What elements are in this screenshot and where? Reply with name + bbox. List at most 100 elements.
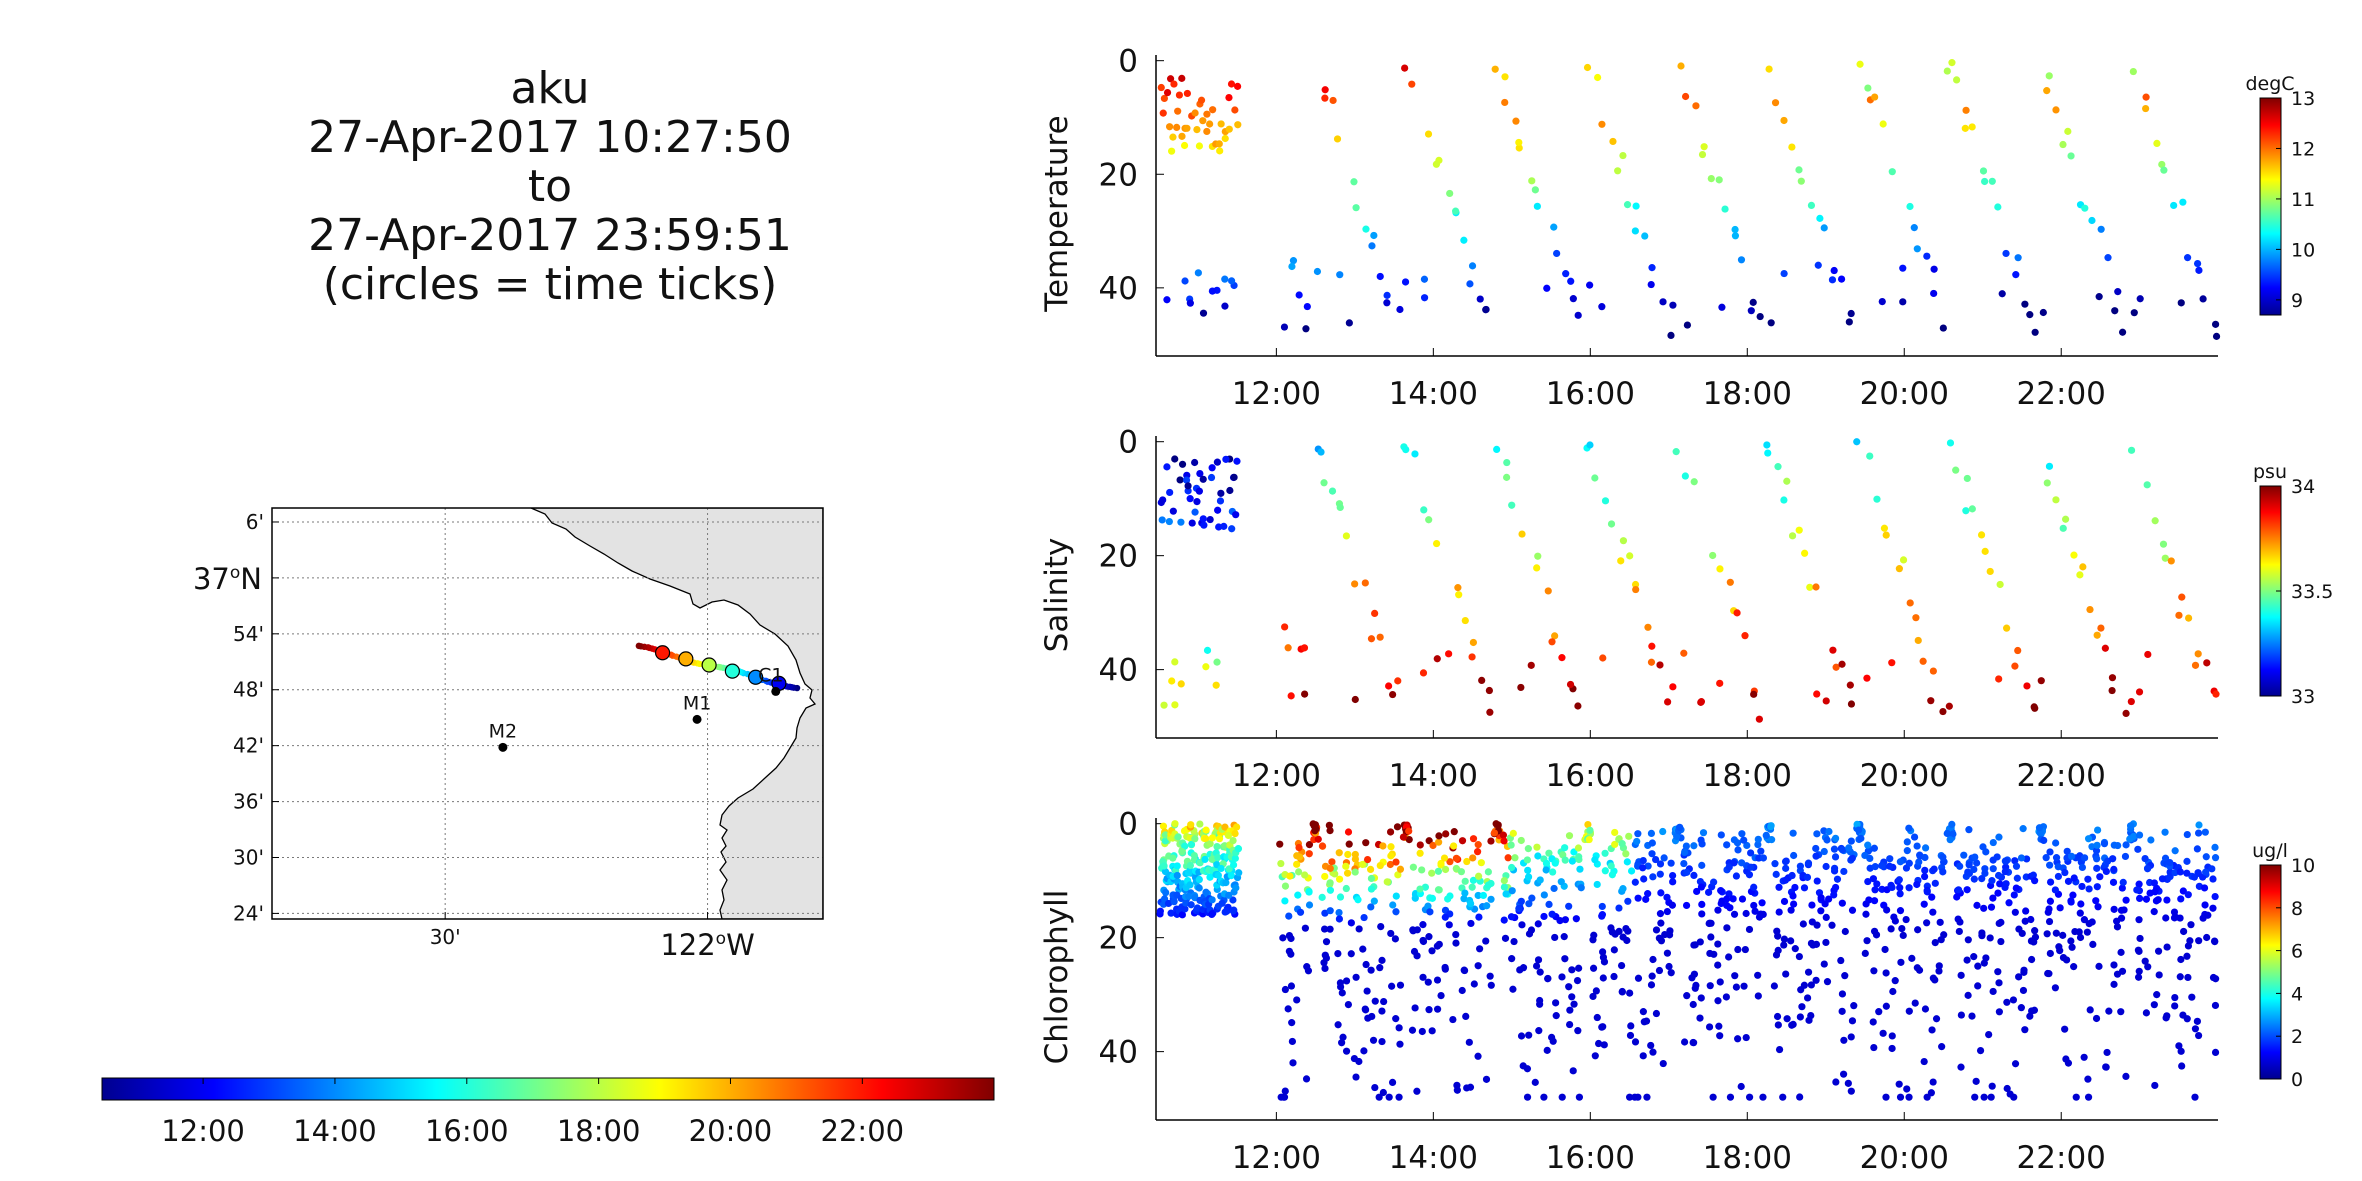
data-point [1618, 840, 1626, 848]
data-point [2104, 254, 2112, 262]
data-point [1163, 463, 1171, 471]
data-point [2208, 865, 2216, 873]
data-point [1469, 835, 1478, 843]
data-point [1847, 309, 1855, 318]
data-point [1812, 844, 1820, 853]
data-point [2151, 1081, 2159, 1090]
map-lat-tick-label: 24' [233, 901, 264, 925]
colorbar-tick-label: 33.5 [2291, 581, 2333, 603]
data-point [1441, 913, 1449, 921]
data-point [1813, 877, 1821, 885]
data-point [1838, 990, 1847, 998]
data-point [1181, 842, 1189, 850]
data-point [2009, 996, 2018, 1004]
data-point [2043, 930, 2051, 938]
data-point [1631, 580, 1640, 589]
data-point [2052, 929, 2060, 937]
data-point [2076, 933, 2085, 942]
colorbar-tick-label: 0 [2291, 1069, 2303, 1091]
data-point [1856, 60, 1864, 68]
data-point [1745, 1093, 1754, 1101]
data-point [1740, 982, 1748, 990]
data-point [1667, 969, 1675, 977]
data-point [2014, 254, 2022, 262]
data-point [1560, 933, 1568, 941]
data-point [1821, 900, 1829, 908]
data-point [1899, 931, 1907, 940]
data-point [1388, 1078, 1397, 1087]
data-point [1452, 854, 1461, 862]
data-point [1532, 962, 1541, 970]
data-point [1485, 686, 1493, 695]
data-point [1716, 565, 1724, 573]
data-point [1583, 63, 1592, 72]
data-point [1389, 901, 1397, 909]
data-point [1939, 853, 1947, 861]
data-point [1730, 859, 1738, 867]
data-point [1517, 897, 1525, 905]
data-point [2046, 848, 2054, 856]
data-point [1460, 236, 1468, 244]
data-point [1558, 654, 1566, 662]
data-point [1698, 861, 1706, 869]
data-point [1725, 953, 1733, 961]
data-point [1217, 489, 1225, 497]
data-point [1848, 854, 1856, 862]
data-point [2167, 557, 2175, 565]
data-point [1594, 73, 1602, 82]
data-point [1178, 132, 1186, 140]
data-point [1344, 850, 1352, 859]
data-point [2158, 875, 2167, 883]
data-point [1626, 989, 1634, 997]
data-point [1551, 632, 1559, 640]
data-point [1754, 840, 1762, 849]
data-point [2110, 905, 2118, 913]
data-point [2177, 299, 2185, 307]
data-point [2183, 1015, 2191, 1023]
data-point [1806, 583, 1814, 591]
data-point [1284, 1005, 1292, 1013]
data-point [1171, 455, 1179, 463]
x-tick-label: 16:00 [1546, 1140, 1635, 1176]
data-point [1647, 829, 1656, 838]
data-point [1420, 294, 1429, 302]
data-point [1690, 478, 1698, 486]
data-point [1594, 1039, 1603, 1048]
data-point [2170, 201, 2178, 210]
data-point [1845, 844, 1853, 852]
data-point [1225, 125, 1233, 133]
data-point [2046, 897, 2055, 905]
data-point [1294, 891, 1302, 899]
data-point [1487, 837, 1495, 845]
data-point [1780, 941, 1788, 949]
data-point [1386, 828, 1395, 836]
data-point [1828, 276, 1837, 284]
data-point [2154, 947, 2163, 955]
data-point [1424, 130, 1433, 138]
data-point [1726, 1093, 1735, 1101]
data-point [2212, 690, 2220, 698]
data-point [1413, 926, 1421, 934]
data-point [1561, 844, 1569, 852]
time-colorbar-ticks: 12:00 14:00 16:00 18:00 20:00 22:00 [161, 1078, 904, 1148]
time-colorbar-tick-label: 22:00 [821, 1114, 905, 1148]
data-point [1929, 1078, 1937, 1086]
data-point [1723, 895, 1731, 903]
data-point [1486, 972, 1494, 980]
data-point [1501, 73, 1509, 81]
data-point [1971, 1093, 1979, 1101]
data-point [1700, 143, 1708, 151]
data-point [1775, 1045, 1784, 1054]
data-point [2211, 320, 2220, 328]
data-point [1899, 556, 1908, 564]
data-point [1231, 854, 1239, 862]
data-point [1841, 927, 1849, 936]
data-point [1551, 933, 1559, 942]
data-point [1870, 967, 1878, 975]
data-point [1533, 202, 1541, 210]
colorbar-tick-label: 33 [2291, 686, 2315, 708]
data-point [1634, 894, 1642, 902]
data-point [1191, 835, 1199, 843]
data-point [1295, 868, 1303, 876]
data-point [1206, 873, 1214, 881]
